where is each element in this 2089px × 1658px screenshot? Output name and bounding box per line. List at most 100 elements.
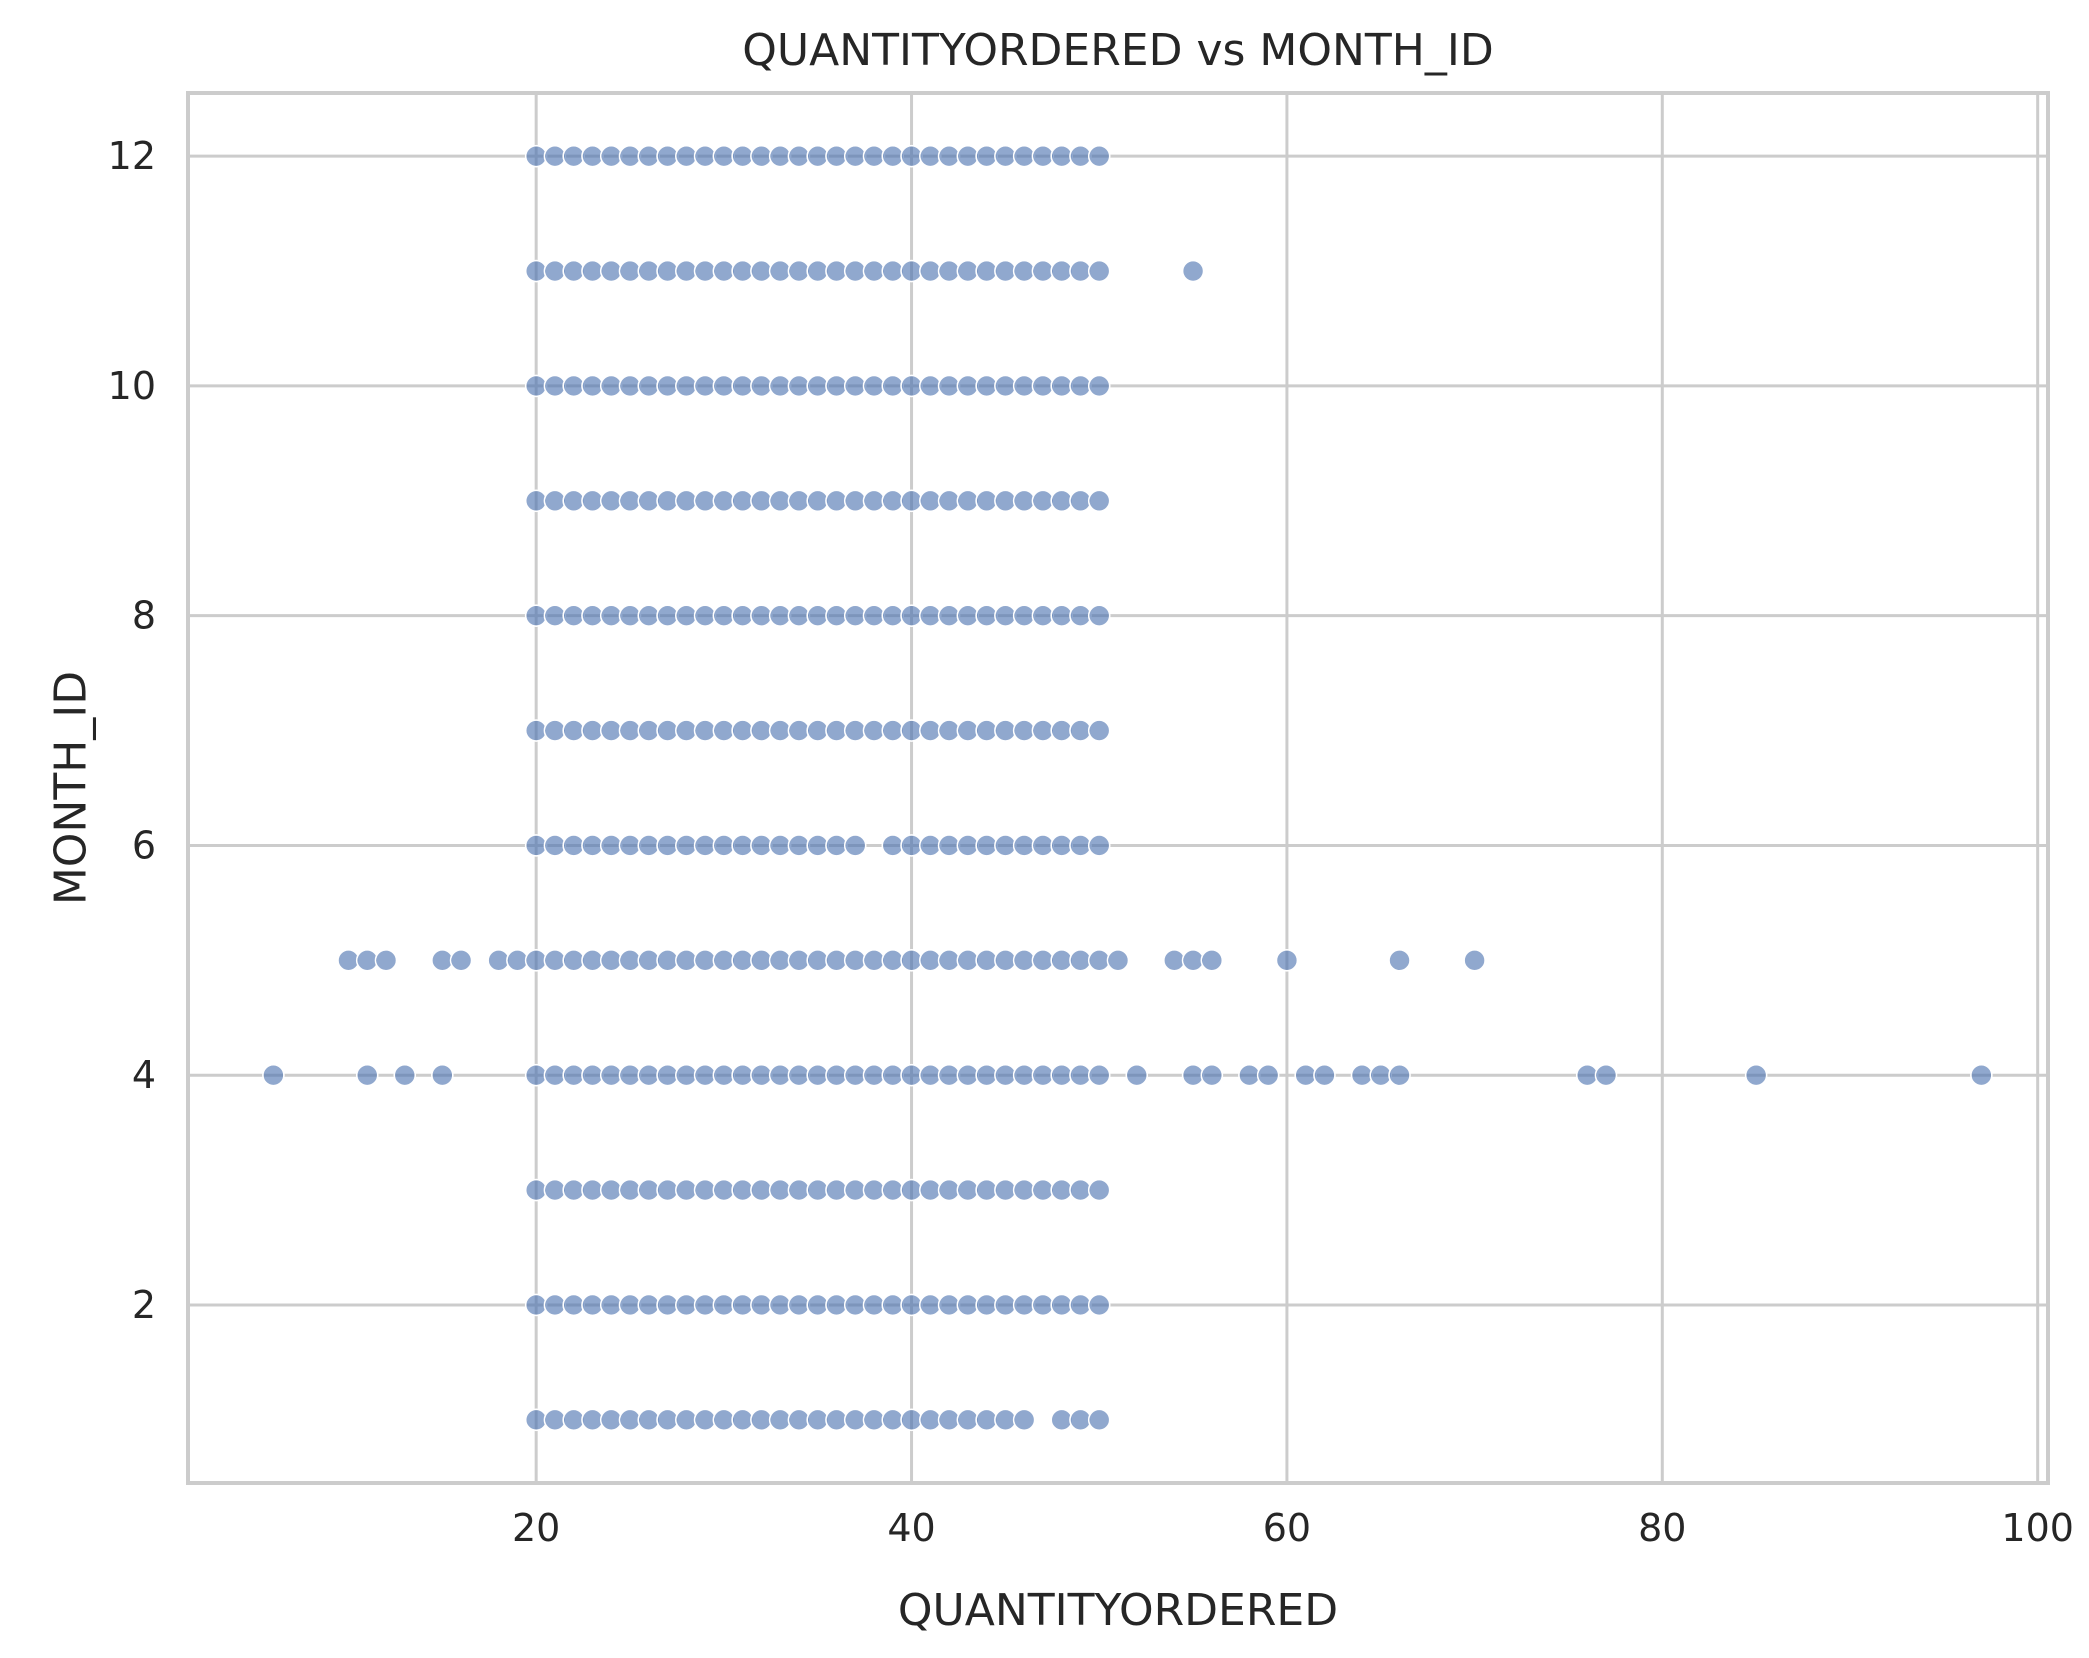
data-point — [1069, 259, 1092, 283]
data-point — [543, 719, 567, 742]
data-point — [1031, 1063, 1055, 1087]
data-point — [900, 374, 923, 398]
data-point — [712, 489, 736, 513]
data-point — [599, 144, 623, 168]
data-point — [675, 1293, 698, 1317]
data-point — [693, 719, 717, 742]
data-point — [843, 374, 867, 398]
data-point — [675, 1178, 698, 1202]
data-point — [994, 489, 1017, 513]
data-point — [1575, 1063, 1599, 1087]
data-point — [806, 1408, 829, 1432]
data-point — [862, 1408, 886, 1432]
data-point — [1069, 719, 1092, 742]
data-point — [675, 374, 698, 398]
data-point — [1087, 604, 1111, 627]
data-point — [862, 1063, 886, 1087]
data-point — [1087, 374, 1111, 398]
data-point — [975, 1178, 998, 1202]
x-axis-label: QUANTITYORDERED — [898, 1585, 1338, 1636]
data-point — [750, 1293, 773, 1317]
data-point — [1012, 489, 1036, 513]
data-point — [355, 949, 379, 972]
data-points — [262, 144, 1993, 1432]
data-point — [919, 1293, 942, 1317]
data-point — [806, 834, 829, 857]
data-point — [1069, 604, 1092, 627]
data-point — [825, 374, 848, 398]
data-point — [731, 719, 754, 742]
data-point — [975, 949, 998, 972]
data-point — [656, 489, 679, 513]
x-tick-80: 80 — [1638, 1506, 1686, 1550]
data-point — [900, 1063, 923, 1087]
data-point — [562, 719, 586, 742]
data-point — [1069, 374, 1092, 398]
data-point — [543, 1408, 567, 1432]
data-point — [881, 1408, 905, 1432]
data-point — [656, 949, 679, 972]
data-point — [1069, 1063, 1092, 1087]
data-point — [1463, 949, 1486, 972]
data-point — [750, 719, 773, 742]
data-point — [768, 374, 792, 398]
data-point — [806, 489, 829, 513]
chart-title: QUANTITYORDERED vs MONTH_ID — [742, 25, 1493, 76]
data-point — [900, 1293, 923, 1317]
data-point — [693, 489, 717, 513]
data-point — [599, 1408, 623, 1432]
data-point — [712, 1408, 736, 1432]
data-point — [900, 834, 923, 857]
data-point — [1275, 949, 1299, 972]
data-point — [806, 1178, 829, 1202]
data-point — [787, 1293, 811, 1317]
data-point — [862, 604, 886, 627]
data-point — [975, 259, 998, 283]
data-point — [787, 949, 811, 972]
data-point — [637, 834, 661, 857]
data-point — [1031, 1293, 1055, 1317]
data-point — [750, 144, 773, 168]
data-point — [637, 1178, 661, 1202]
data-point — [862, 1293, 886, 1317]
data-point — [937, 259, 961, 283]
data-point — [787, 604, 811, 627]
data-point — [956, 1293, 980, 1317]
data-point — [1031, 719, 1055, 742]
data-point — [524, 144, 548, 168]
data-point — [637, 1293, 661, 1317]
data-point — [956, 489, 980, 513]
data-point — [975, 1408, 998, 1432]
data-point — [1106, 949, 1130, 972]
data-point — [1087, 1293, 1111, 1317]
data-point — [825, 144, 848, 168]
data-point — [1087, 144, 1111, 168]
data-point — [937, 949, 961, 972]
data-point — [1350, 1063, 1374, 1087]
data-point — [1050, 719, 1073, 742]
data-point — [1012, 1063, 1036, 1087]
data-point — [599, 489, 623, 513]
data-point — [524, 1293, 548, 1317]
data-point — [656, 1408, 679, 1432]
data-point — [1031, 604, 1055, 627]
data-point — [637, 604, 661, 627]
data-point — [675, 489, 698, 513]
data-point — [1031, 834, 1055, 857]
data-point — [675, 144, 698, 168]
data-point — [637, 719, 661, 742]
data-point — [431, 949, 454, 972]
data-point — [900, 489, 923, 513]
data-point — [1181, 259, 1205, 283]
data-point — [1050, 834, 1073, 857]
data-point — [919, 834, 942, 857]
data-point — [675, 604, 698, 627]
data-point — [843, 489, 867, 513]
data-point — [750, 604, 773, 627]
data-point — [656, 259, 679, 283]
data-point — [1087, 489, 1111, 513]
data-point — [956, 949, 980, 972]
data-point — [862, 1178, 886, 1202]
data-point — [825, 949, 848, 972]
data-point — [1031, 489, 1055, 513]
